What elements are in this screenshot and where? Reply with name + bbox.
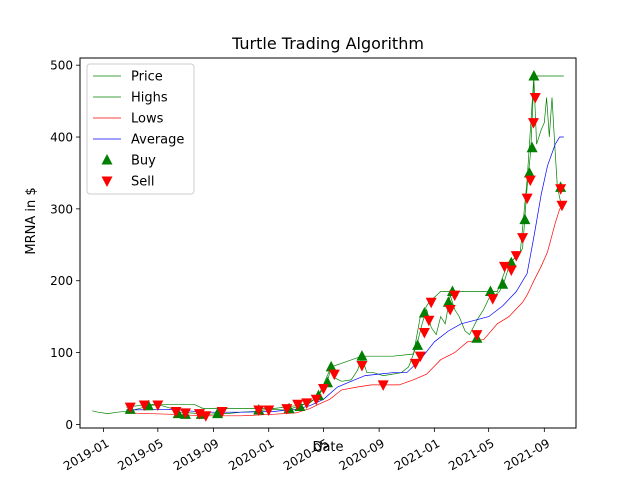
sell-marker: [498, 261, 510, 273]
buy-marker: [412, 339, 424, 350]
sell-marker: [281, 404, 293, 415]
plot-frame: [79, 57, 577, 429]
buy-marker: [325, 360, 337, 372]
legend-label: Buy: [131, 154, 156, 169]
buy-marker: [526, 141, 538, 153]
sell-marker: [263, 405, 275, 417]
legend-label: Highs: [131, 91, 168, 106]
legend-label: Sell: [131, 175, 154, 190]
sell-marker: [328, 369, 340, 381]
sell-marker: [377, 380, 389, 391]
sell-marker: [487, 294, 499, 305]
legend-swatch: [101, 154, 113, 165]
sell-marker: [529, 93, 541, 104]
legend-label: Lows: [131, 112, 164, 127]
buy-marker: [484, 285, 496, 296]
sell-marker: [449, 290, 461, 302]
sell-marker: [356, 360, 368, 372]
buy-marker: [497, 278, 509, 289]
sell-marker: [517, 233, 529, 244]
sell-marker: [200, 411, 212, 422]
sell-marker: [124, 402, 136, 414]
y-tick-label: 500: [50, 59, 73, 73]
sell-marker: [418, 327, 430, 339]
sell-marker: [556, 200, 568, 212]
lows-series-line: [126, 205, 565, 417]
x-axis-label: Date: [312, 440, 343, 455]
sell-marker: [292, 399, 304, 411]
y-axis: 0 100 200 300 400 500: [50, 59, 80, 432]
y-tick-label: 300: [50, 202, 73, 216]
sell-marker: [471, 330, 483, 341]
y-tick-label: 400: [50, 131, 73, 145]
sell-marker: [409, 358, 421, 370]
buy-marker: [523, 166, 535, 178]
sell-marker: [423, 315, 435, 327]
legend-swatch: [101, 176, 113, 187]
y-tick-label: 0: [65, 418, 73, 432]
sell-marker: [527, 118, 539, 129]
legend-label: Average: [131, 133, 184, 148]
y-axis-label: MRNA in $: [24, 187, 39, 254]
sell-marker: [505, 265, 517, 276]
legend-box: [86, 63, 195, 195]
sell-marker: [310, 394, 322, 406]
chart-title: Turtle Trading Algorithm: [231, 34, 424, 53]
sell-marker: [253, 405, 265, 417]
buy-marker: [212, 407, 224, 419]
y-tick-label: 200: [50, 274, 73, 288]
buy-marker: [356, 350, 368, 361]
sell-marker: [521, 193, 533, 205]
sell-marker: [555, 184, 567, 195]
sell-marker: [179, 408, 191, 419]
sell-marker: [138, 400, 150, 412]
sell-marker: [524, 175, 536, 187]
buy-marker: [442, 296, 454, 307]
legend-label: Price: [131, 70, 163, 85]
legend: Price Highs Lows Average Buy Sell: [86, 63, 195, 195]
sell-marker: [216, 406, 228, 418]
buy-marker: [528, 69, 540, 81]
sell-marker: [510, 251, 522, 262]
buy-marker: [519, 213, 531, 225]
buy-marker: [418, 307, 430, 318]
sell-marker: [444, 304, 456, 316]
sell-marker: [414, 351, 426, 363]
y-tick-label: 100: [50, 346, 73, 360]
plot-markers: [124, 69, 568, 422]
sell-marker: [170, 406, 182, 418]
sell-marker: [317, 383, 329, 395]
sell-marker: [425, 297, 437, 309]
sell-marker: [301, 398, 313, 409]
sell-marker: [152, 400, 164, 412]
